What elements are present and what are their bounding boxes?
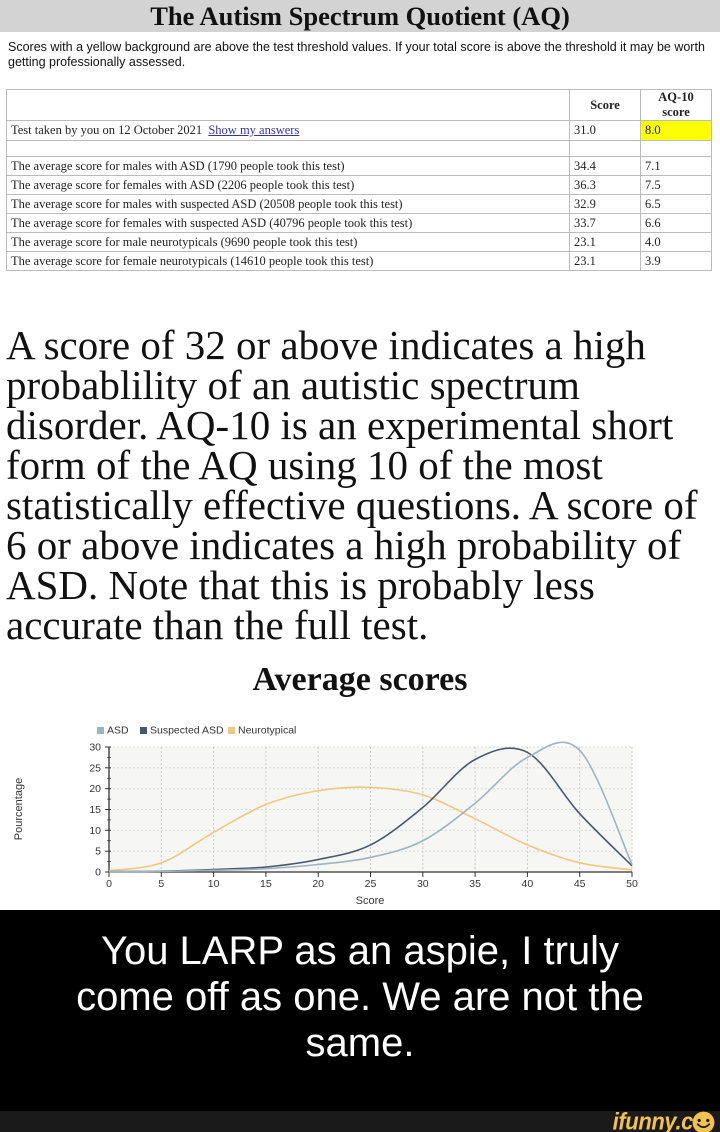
svg-text:35: 35 (469, 878, 481, 890)
svg-text:20: 20 (312, 878, 324, 890)
svg-text:Neurotypical: Neurotypical (238, 725, 296, 737)
svg-text:0: 0 (106, 878, 112, 890)
svg-text:5: 5 (158, 878, 164, 890)
svg-text:45: 45 (574, 878, 586, 890)
svg-text:Score: Score (356, 895, 385, 907)
svg-text:50: 50 (626, 878, 638, 890)
svg-text:40: 40 (522, 878, 534, 890)
svg-text:Suspected ASD: Suspected ASD (150, 725, 224, 737)
svg-text:25: 25 (89, 762, 101, 774)
svg-text:10: 10 (89, 825, 101, 837)
svg-text:5: 5 (95, 846, 101, 858)
svg-text:30: 30 (89, 742, 101, 754)
svg-text:Pourcentage: Pourcentage (13, 778, 25, 840)
svg-text:20: 20 (89, 783, 101, 795)
svg-text:ASD: ASD (107, 725, 129, 737)
svg-text:10: 10 (208, 878, 220, 890)
svg-text:30: 30 (417, 878, 429, 890)
svg-text:25: 25 (365, 878, 377, 890)
svg-text:15: 15 (260, 878, 272, 890)
svg-text:0: 0 (95, 867, 101, 879)
svg-text:15: 15 (89, 804, 101, 816)
